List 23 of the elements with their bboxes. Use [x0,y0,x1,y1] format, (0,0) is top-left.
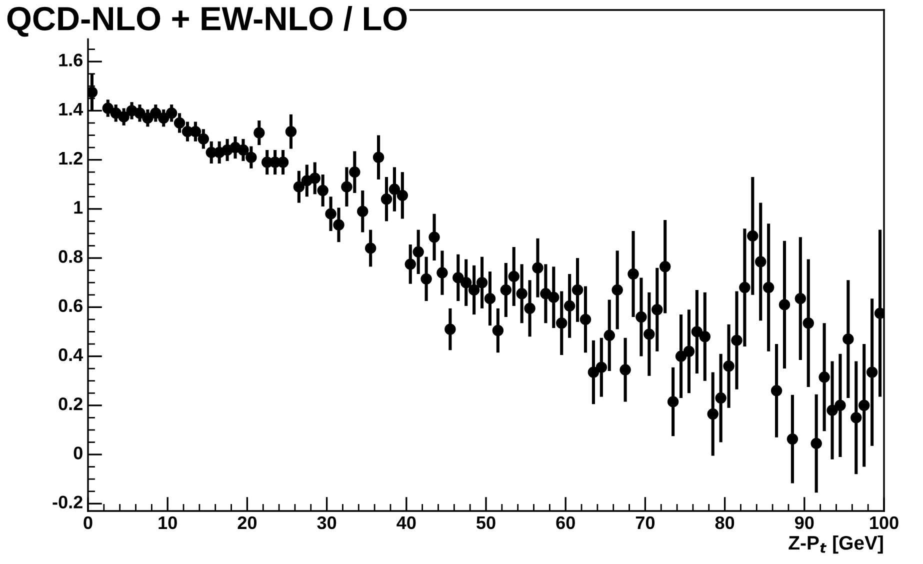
y-tick-label: -0.2 [52,496,82,508]
x-tick-label: 20 [238,516,257,530]
y-tick-label: 0.6 [58,299,82,312]
y-tick-label: 1.6 [59,54,82,66]
x-tick-label: 40 [396,516,416,530]
y-tick-label: 0.4 [58,348,84,362]
x-tick-label: 30 [317,516,336,530]
x-tick-label: 80 [715,516,734,530]
x-tick-label: 60 [556,516,575,530]
y-tick-label: 1 [74,201,83,214]
y-tick-label: 0 [74,446,82,460]
x-tick-label: 90 [794,516,814,530]
x-tick-label: 0 [84,516,92,530]
chart-title: QCD-NLO + EW-NLO / LO [7,6,407,37]
y-tick-label: 0.8 [58,250,83,263]
y-tick-label: 1.4 [59,102,84,116]
y-tick-label: 0.2 [58,397,82,410]
x-tick-label: 50 [476,516,496,530]
x-tick-label: 100 [870,516,898,530]
x-tick-label: 10 [158,516,177,530]
x-tick-label: 70 [636,516,655,530]
x-axis-title: Z-P$_{t}$ [GeV] [788,535,883,554]
y-tick-label: 1.2 [59,152,82,164]
